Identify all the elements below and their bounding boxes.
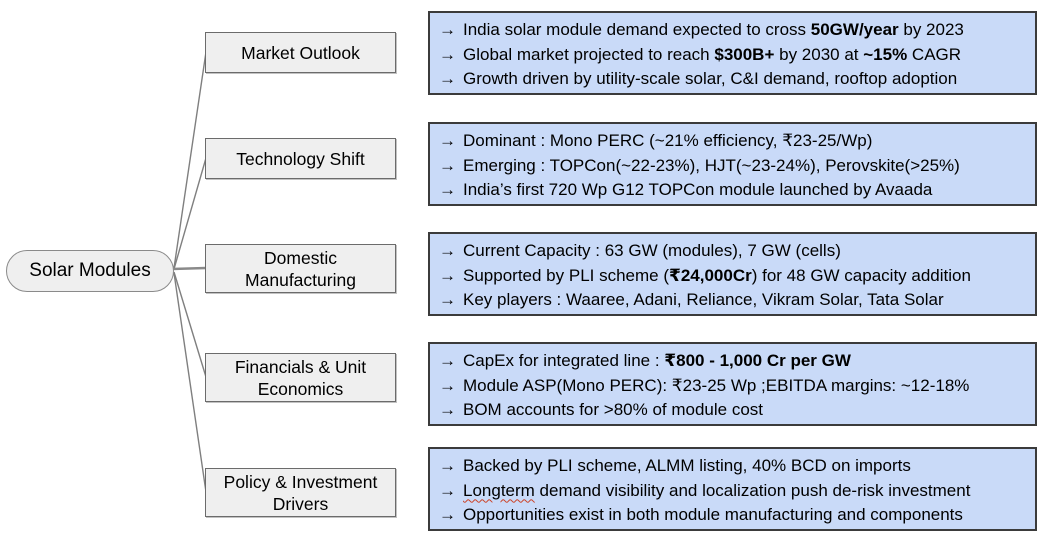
bullet-text-segment: CAGR xyxy=(907,44,962,64)
bullet-text-segment: Growth driven by utility-scale solar, C&… xyxy=(463,69,958,88)
connector-domestic-manufacturing xyxy=(171,266,207,271)
bullet-line: → Global market projected to reach $300B+… xyxy=(439,43,1027,68)
detail-box-policy-investment-drivers[interactable]: → Backed by PLI scheme, ALMM listing, 40%… xyxy=(428,447,1037,531)
bullet-text-segment: Backed by PLI scheme, ALMM listing, 40% … xyxy=(463,456,911,475)
connector-market-outlook xyxy=(173,51,207,269)
arrow-bullet-icon: → xyxy=(439,351,456,370)
branch-node-domestic-manufacturing[interactable]: Domestic Manufacturing xyxy=(205,244,396,293)
branch-label: Technology Shift xyxy=(236,148,365,169)
bullet-line: → Module ASP(Mono PERC): ₹23-25 Wp ;EBITD… xyxy=(439,374,1027,399)
bullet-text-segment: by 2030 at xyxy=(774,44,864,64)
bullet-text-segment: India solar module demand expected to cr… xyxy=(463,20,811,39)
bullet-text-segment: ₹800 - 1,000 Cr per GW xyxy=(664,351,851,370)
arrow-bullet-icon: → xyxy=(439,480,456,500)
branch-node-financials-unit-economics[interactable]: Financials & Unit Economics xyxy=(205,353,396,402)
arrow-bullet-icon: → xyxy=(439,375,456,395)
bullet-text-segment: Opportunities exist in both module manuf… xyxy=(463,505,963,524)
bullet-line: → Backed by PLI scheme, ALMM listing, 40%… xyxy=(439,454,1027,479)
bullet-text-segment: demand visibility and localization push … xyxy=(534,480,971,500)
bullet-text-segment: Supported by PLI scheme ( xyxy=(463,265,670,285)
detail-box-financials-unit-economics[interactable]: → CapEx for integrated line : ₹800 - 1,00… xyxy=(428,342,1037,426)
arrow-bullet-icon: → xyxy=(439,290,456,309)
bullet-text-segment: ~15% xyxy=(863,44,908,64)
bullet-text-segment: $300B+ xyxy=(714,44,775,64)
connector-technology-shift xyxy=(173,157,207,270)
bullet-text-segment: 50GW/year xyxy=(810,20,899,39)
arrow-bullet-icon: → xyxy=(439,69,456,88)
bullet-text-segment: Emerging : TOPCon(~22-23%), HJT(~23-24%)… xyxy=(463,155,960,175)
bullet-line: → BOM accounts for >80% of module cost xyxy=(439,398,1027,423)
branch-label: Domestic Manufacturing xyxy=(245,247,356,290)
bullet-text-segment: Module ASP(Mono PERC): ₹23-25 Wp ;EBITDA… xyxy=(463,375,970,395)
branch-label: Financials & Unit Economics xyxy=(234,356,367,399)
bullet-line: → Emerging : TOPCon(~22-23%), HJT(~23-24%… xyxy=(439,154,1027,179)
arrow-bullet-icon: → xyxy=(439,20,456,39)
bullet-text-segment: Global market projected to reach xyxy=(463,44,715,64)
bullet-text-segment: Current Capacity : 63 GW (modules), 7 GW… xyxy=(463,241,841,260)
branch-node-policy-investment-drivers[interactable]: Policy & Investment Drivers xyxy=(205,468,396,517)
bullet-text-segment: CapEx for integrated line : xyxy=(463,351,665,370)
connector-policy xyxy=(173,272,207,493)
bullet-line: → Supported by PLI scheme (₹24,000Cr) for… xyxy=(439,264,1027,289)
root-node-label: Solar Modules xyxy=(29,260,151,281)
bullet-line: → CapEx for integrated line : ₹800 - 1,00… xyxy=(439,349,1027,374)
bullet-line: → Current Capacity : 63 GW (modules), 7 G… xyxy=(439,239,1027,264)
bullet-text-segment: ₹24,000Cr xyxy=(669,265,752,285)
bullet-line: → Opportunities exist in both module manu… xyxy=(439,503,1027,528)
bullet-line: → Growth driven by utility-scale solar, C… xyxy=(439,67,1027,92)
arrow-bullet-icon: → xyxy=(439,456,456,475)
bullet-text-segment: ) for 48 GW capacity addition xyxy=(751,265,971,285)
root-node-solar-modules[interactable]: Solar Modules xyxy=(6,250,174,292)
bullet-text-segment: Key players : Waaree, Adani, Reliance, V… xyxy=(463,290,944,309)
detail-box-domestic-manufacturing[interactable]: → Current Capacity : 63 GW (modules), 7 G… xyxy=(428,232,1037,316)
branch-node-technology-shift[interactable]: Technology Shift xyxy=(205,138,396,179)
bullet-line: → India solar module demand expected to c… xyxy=(439,18,1027,43)
bullet-line: → Longterm demand visibility and localiza… xyxy=(439,479,1027,504)
bullet-text-segment: India’s first 720 Wp G12 TOPCon module l… xyxy=(463,180,933,199)
bullet-line: → Key players : Waaree, Adani, Reliance, … xyxy=(439,288,1027,313)
arrow-bullet-icon: → xyxy=(439,44,456,64)
arrow-bullet-icon: → xyxy=(439,505,456,524)
branch-label: Policy & Investment Drivers xyxy=(223,471,378,514)
detail-box-market-outlook[interactable]: → India solar module demand expected to c… xyxy=(428,11,1037,95)
branch-label: Market Outlook xyxy=(241,42,360,63)
arrow-bullet-icon: → xyxy=(439,400,456,419)
arrow-bullet-icon: → xyxy=(439,241,456,260)
connector-financials xyxy=(173,271,207,378)
bullet-line: → India’s first 720 Wp G12 TOPCon module … xyxy=(439,178,1027,203)
bullet-text-segment: Dominant : Mono PERC (~21% efficiency, ₹… xyxy=(463,131,873,150)
arrow-bullet-icon: → xyxy=(439,180,456,199)
bullet-text-segment: by 2023 xyxy=(898,20,964,39)
bullet-text-segment: Longterm xyxy=(463,480,535,500)
bullet-text-segment: BOM accounts for >80% of module cost xyxy=(463,400,764,419)
arrow-bullet-icon: → xyxy=(439,265,456,285)
arrow-bullet-icon: → xyxy=(439,155,456,175)
detail-box-technology-shift[interactable]: → Dominant : Mono PERC (~21% efficiency, … xyxy=(428,122,1037,206)
bullet-line: → Dominant : Mono PERC (~21% efficiency, … xyxy=(439,129,1027,154)
arrow-bullet-icon: → xyxy=(439,131,456,150)
branch-node-market-outlook[interactable]: Market Outlook xyxy=(205,32,396,73)
